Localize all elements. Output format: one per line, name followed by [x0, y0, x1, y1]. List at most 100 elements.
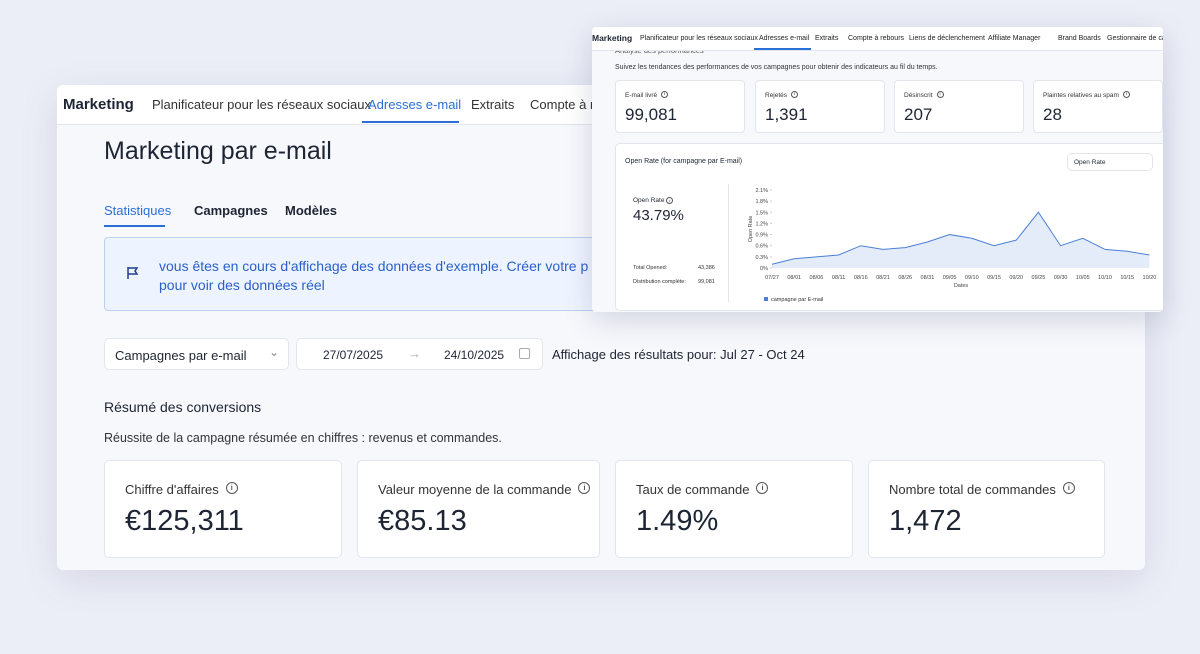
x-tick-label: 07/27	[765, 275, 779, 281]
brand: Marketing	[63, 96, 134, 113]
select-text: Campagnes par e-mail	[115, 348, 247, 363]
x-tick-label: 08/06	[810, 275, 824, 281]
x-tick-label: 10/05	[1076, 275, 1090, 281]
x-tick-label: 09/15	[987, 275, 1001, 281]
info-icon: i	[1122, 91, 1130, 98]
nav-tab[interactable]: Extraits	[815, 35, 839, 42]
info-icon: i	[756, 482, 769, 494]
active-underline	[754, 48, 811, 50]
x-tick-label: 09/10	[965, 275, 979, 281]
x-axis-label: Dates	[954, 283, 969, 289]
kpi-label: Chiffre d'affaires	[125, 482, 219, 497]
x-tick-label: 08/16	[854, 275, 868, 281]
x-tick-label: 10/15	[1120, 275, 1134, 281]
info-icon: i	[578, 482, 591, 494]
info-icon: i	[1062, 482, 1075, 494]
x-tick-label: 08/11	[832, 275, 845, 281]
y-tick-label: 0%	[760, 266, 768, 272]
chevron: ⌄	[269, 345, 280, 359]
sub-tab[interactable]: Statistiques	[104, 203, 172, 218]
metric-label-text: Open Rate	[633, 197, 665, 205]
info-icon: i	[661, 91, 669, 98]
page-title: Marketing par e-mail	[104, 137, 332, 165]
kpi-value: €125,311	[125, 505, 244, 537]
nav-tab[interactable]: Gestionnaire de cam	[1107, 35, 1163, 42]
stat-label: Désinscrit	[904, 92, 933, 99]
metric-label: Open Rate i	[633, 197, 674, 205]
date-from: 27/07/2025	[323, 348, 384, 362]
nav-tab[interactable]: Compte à rebours	[848, 35, 905, 42]
chart-card: Open Rate (for campagne par E-mail) Open…	[615, 143, 1163, 311]
stat-value: 99,081	[625, 105, 677, 124]
stat-value: 207	[904, 105, 933, 124]
x-tick-label: 08/21	[876, 275, 890, 281]
metric-value: 43.79%	[633, 207, 684, 224]
date-range[interactable]: 27/07/2025 → 24/10/2025	[296, 338, 543, 370]
banner-text: pour voir des données réel	[159, 277, 325, 293]
kpi-card: Valeur moyenne de la commande i €85.13	[357, 460, 600, 558]
results-text: Affichage des résultats pour: Jul 27 - O…	[552, 347, 805, 362]
sub-tab-underline	[104, 225, 165, 227]
arrow: →	[408, 346, 421, 361]
nav-tab[interactable]: Adresses e-mail	[368, 97, 462, 112]
stat-label: Plaintes relatives au spam	[1043, 92, 1119, 99]
kpi-label: Nombre total de commandes	[889, 482, 1056, 497]
kpi-value: 1,472	[889, 505, 962, 537]
chart-title: Open Rate (for campagne par E-mail)	[625, 158, 743, 165]
x-tick-label: 09/20	[1009, 275, 1023, 281]
y-tick-label: 0.9%	[755, 233, 768, 239]
nav-tab[interactable]: Planificateur pour les réseaux sociaux	[152, 97, 371, 112]
nav-tab[interactable]: Extraits	[471, 97, 515, 112]
dropdown-text: Open Rate	[1074, 159, 1106, 166]
stat-label: Rejetés	[765, 92, 788, 99]
x-tick-label: 10/10	[1098, 275, 1112, 281]
legend-swatch	[764, 297, 768, 301]
stat-value: 1,391	[765, 105, 808, 124]
line	[771, 211, 1150, 265]
stat-card: E-mail livré i 99,081	[615, 80, 745, 133]
y-tick-label: 2.1%	[755, 188, 768, 194]
kpi-card: Chiffre d'affaires i €125,311	[104, 460, 342, 558]
x-tick-label: 10/20	[1143, 275, 1157, 281]
overlay-panel: Analyse des performances Marketing Plani…	[592, 27, 1163, 312]
brand: Marketing	[592, 33, 633, 43]
section-desc: Réussite de la campagne résumée en chiff…	[104, 431, 502, 445]
kpi-label: Valeur moyenne de la commande	[378, 482, 572, 497]
desc: Suivez les tendances des performances de…	[615, 64, 938, 71]
date-to: 24/10/2025	[444, 348, 505, 362]
stat-label: E-mail livré	[625, 92, 658, 99]
calendar-icon	[519, 348, 530, 359]
nav-tab[interactable]: Adresses e-mail	[759, 35, 810, 42]
nav-tab[interactable]: Planificateur pour les réseaux sociaux	[640, 35, 758, 42]
info-icon: i	[225, 482, 238, 494]
kpi-label: Taux de commande	[636, 482, 750, 497]
section-title: Résumé des conversions	[104, 399, 262, 415]
kpi-card: Taux de commande i 1.49%	[615, 460, 853, 558]
nav-bar: Marketing Planificateur pour les réseaux…	[592, 27, 1163, 51]
metric-dropdown[interactable]: Open Rate	[1067, 153, 1153, 171]
chart: 0% 0.3% 0.6% 0.9% 1.2% 1.5% 1.8% 2.1% 07/27 08/01…	[748, 188, 1157, 303]
y-tick-label: 1.8%	[755, 199, 768, 205]
x-tick-label: 09/05	[943, 275, 957, 281]
kpi-card: Nombre total de commandes i 1,472	[868, 460, 1105, 558]
nav-tab[interactable]: Affiliate Manager	[988, 35, 1041, 42]
y-axis-label: Open Rate	[748, 216, 754, 243]
divider	[728, 184, 729, 302]
x-tick-label: 09/30	[1054, 275, 1068, 281]
y-tick-label: 0.3%	[755, 255, 768, 261]
row-value: 43,386	[698, 265, 715, 271]
nav-tab[interactable]: Brand Boards	[1058, 35, 1101, 42]
sub-tab[interactable]: Modèles	[285, 203, 338, 218]
legend-label: campagne par E-mail	[771, 297, 823, 303]
stat-card: Désinscrit i 207	[894, 80, 1024, 133]
banner-text: vous êtes en cours d'affichage des donné…	[159, 258, 589, 274]
active-underline	[362, 121, 459, 123]
row-label: Distribution complète:	[633, 279, 686, 285]
row-label: Total Opened:	[633, 265, 668, 271]
campaign-select[interactable]: Campagnes par e-mail ⌄	[104, 338, 289, 370]
info-icon: i	[791, 91, 799, 98]
stat-card: Rejetés i 1,391	[755, 80, 885, 133]
sub-tab[interactable]: Campagnes	[194, 203, 268, 218]
nav-tab[interactable]: Liens de déclenchement	[909, 35, 985, 42]
